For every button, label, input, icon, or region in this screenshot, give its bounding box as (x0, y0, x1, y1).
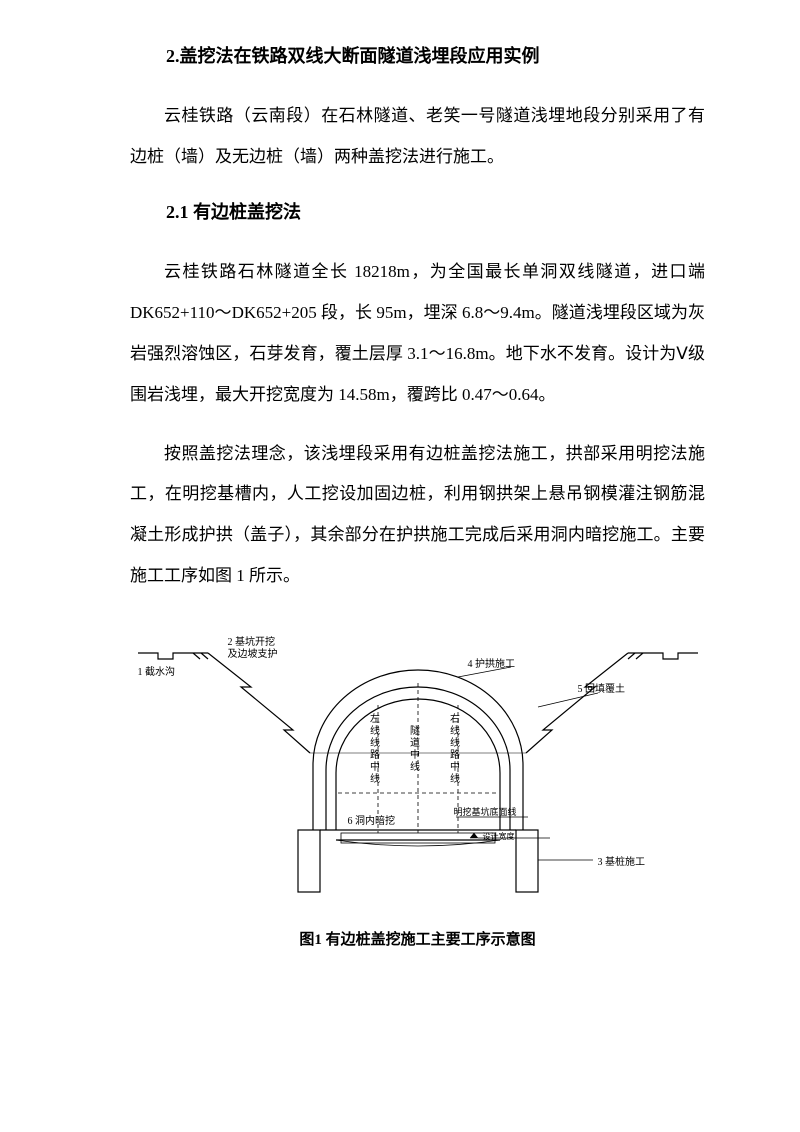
fig1-label-centerline: 隧道中线 (406, 725, 421, 773)
section-2-heading: 2.盖挖法在铁路双线大断面隧道浅埋段应用实例 (130, 40, 705, 72)
section-2-1-para-2: 按照盖挖法理念，该浅埋段采用有边桩盖挖法施工，拱部采用明挖法施工，在明挖基槽内，… (130, 434, 705, 597)
fig1-label-1: 1 截水沟 (138, 663, 176, 678)
section-2-1-heading: 2.1 有边桩盖挖法 (130, 196, 705, 228)
figure-1: 1 截水沟 2 基坑开挖 及边坡支护 3 基桩施工 4 护拱施工 5 回填覆土 … (138, 615, 698, 949)
section-2-1-para-1: 云桂铁路石林隧道全长 18218m，为全国最长单洞双线隧道，进口端 DK652+… (130, 252, 705, 415)
fig1-label-3: 3 基桩施工 (598, 853, 646, 868)
fig1-label-2b: 及边坡支护 (228, 645, 278, 660)
fig1-label-4: 4 护拱施工 (468, 655, 516, 670)
fig1-label-5: 5 回填覆土 (578, 680, 626, 695)
fig1-label-6: 6 洞内暗挖 (348, 812, 396, 827)
fig1-label-design: 设计宽度 (483, 831, 515, 842)
fig1-label-rightline: 右线线路中线 (446, 713, 461, 785)
fig1-label-baseline: 明挖基坑底面线 (454, 805, 517, 818)
fig1-label-leftline: 左线线路中线 (366, 713, 381, 785)
section-2-para-1: 云桂铁路（云南段）在石林隧道、老笑一号隧道浅埋地段分别采用了有边桩（墙）及无边桩… (130, 96, 705, 178)
figure-1-caption: 图1 有边桩盖挖施工主要工序示意图 (138, 928, 698, 949)
